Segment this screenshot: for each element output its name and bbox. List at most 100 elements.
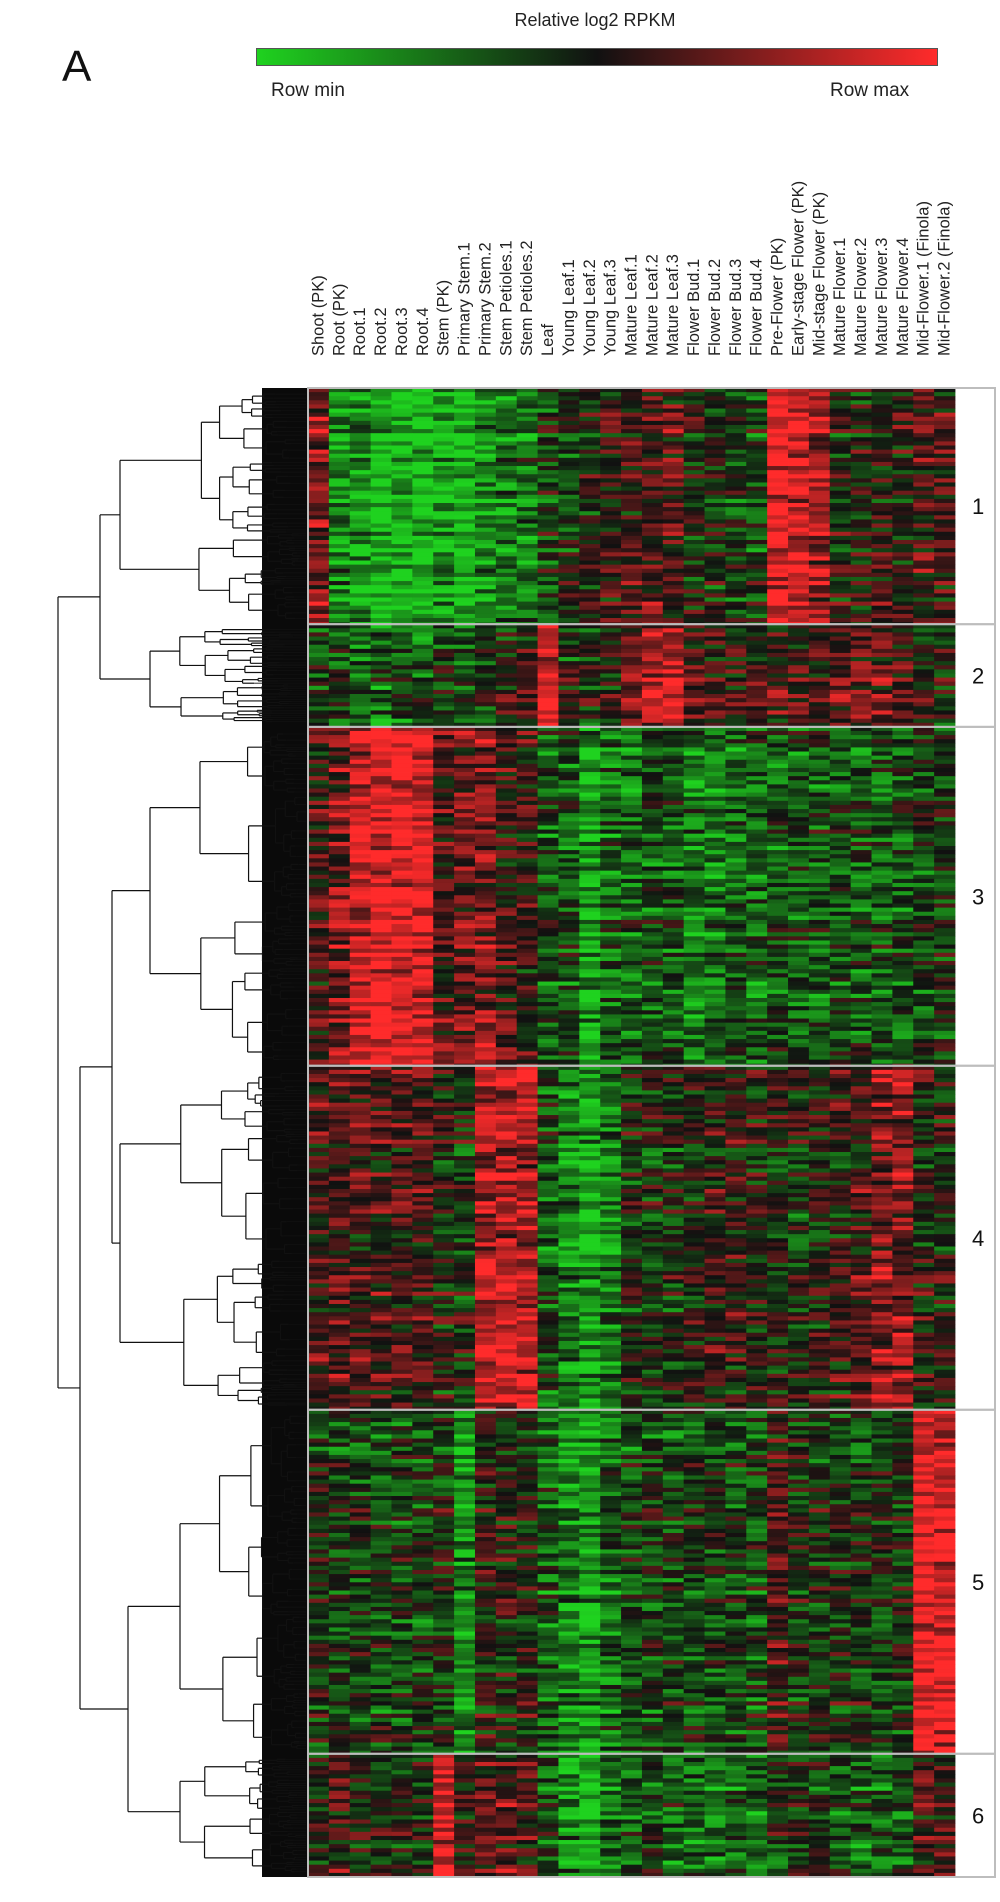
heatmap-cell xyxy=(537,404,559,409)
heatmap-cell xyxy=(328,470,351,475)
heatmap-cell xyxy=(808,677,831,683)
heatmap-cell xyxy=(871,560,893,566)
heatmap-cell xyxy=(370,576,392,582)
heatmap-cell xyxy=(892,511,914,516)
heatmap-cell xyxy=(641,445,664,451)
heatmap-cell xyxy=(704,628,726,633)
heatmap-cell xyxy=(871,498,893,504)
heatmap-cell xyxy=(308,449,330,455)
heatmap-cell xyxy=(433,609,455,615)
heatmap-cell xyxy=(579,796,601,802)
heatmap-cell xyxy=(391,800,413,806)
heatmap-cell xyxy=(579,681,601,687)
heatmap-cell xyxy=(641,404,664,409)
heatmap-cell xyxy=(621,433,643,438)
heatmap-cell xyxy=(641,560,664,566)
heatmap-cell xyxy=(725,589,747,594)
heatmap-cell xyxy=(558,784,580,789)
heatmap-cell xyxy=(641,453,664,459)
heatmap-cell xyxy=(433,576,455,582)
heatmap-cell xyxy=(662,429,685,434)
heatmap-cell xyxy=(412,433,434,438)
heatmap-cell xyxy=(746,809,768,814)
heatmap-cell xyxy=(704,694,726,699)
heatmap-cell xyxy=(412,825,434,830)
heatmap-cell xyxy=(370,494,392,500)
heatmap-cell xyxy=(537,767,559,773)
heatmap-cell xyxy=(892,710,914,715)
heatmap-cell xyxy=(433,850,455,855)
heatmap-cell xyxy=(516,416,538,422)
heatmap-cell xyxy=(391,461,413,467)
heatmap-cell xyxy=(850,552,872,557)
heatmap-cell xyxy=(516,685,538,691)
heatmap-cell xyxy=(558,669,580,674)
heatmap-cell xyxy=(808,858,831,863)
heatmap-cell xyxy=(558,673,580,678)
heatmap-cell xyxy=(454,568,476,574)
heatmap-cell xyxy=(808,829,831,835)
heatmap-cell xyxy=(558,829,580,835)
heatmap-cell xyxy=(516,821,538,826)
heatmap-cell xyxy=(600,718,622,724)
heatmap-cell xyxy=(788,833,810,839)
heatmap-cell xyxy=(913,829,935,835)
heatmap-cell xyxy=(746,593,768,598)
heatmap-cell xyxy=(913,776,935,781)
heatmap-cell xyxy=(808,644,831,650)
heatmap-cell xyxy=(662,503,685,508)
heatmap-cell xyxy=(767,527,789,533)
heatmap-cell xyxy=(850,772,872,777)
heatmap-cell xyxy=(495,739,518,744)
heatmap-cell xyxy=(412,539,434,545)
heatmap-cell xyxy=(621,743,643,748)
heatmap-cell xyxy=(558,560,580,566)
heatmap-cell xyxy=(871,420,893,426)
heatmap-cell xyxy=(808,759,831,765)
heatmap-cell xyxy=(725,601,747,607)
heatmap-cell xyxy=(746,648,768,654)
heatmap-cell xyxy=(829,585,852,590)
heatmap-cell xyxy=(600,453,622,459)
heatmap-cell xyxy=(829,800,852,806)
heatmap-cell xyxy=(871,441,893,446)
heatmap-cell xyxy=(934,809,956,814)
heatmap-cell xyxy=(683,673,705,678)
heatmap-cell xyxy=(454,681,476,687)
heatmap-cell xyxy=(579,657,601,662)
heatmap-cell xyxy=(871,772,893,777)
heatmap-cell xyxy=(850,722,872,728)
heatmap-cell xyxy=(516,429,538,434)
heatmap-cell xyxy=(871,523,893,529)
heatmap-cell xyxy=(746,854,768,859)
heatmap-cell xyxy=(454,854,476,859)
heatmap-cell xyxy=(934,850,956,855)
heatmap-cell xyxy=(349,685,372,691)
heatmap-cell xyxy=(600,515,622,520)
heatmap-cell xyxy=(328,490,351,496)
heatmap-cell xyxy=(621,519,643,524)
heatmap-cell xyxy=(558,702,580,707)
heatmap-cell xyxy=(516,763,538,769)
heatmap-cell xyxy=(454,572,476,578)
heatmap-cell xyxy=(621,556,643,561)
heatmap-cell xyxy=(788,527,810,533)
heatmap-cell xyxy=(391,669,413,674)
heatmap-cell xyxy=(683,503,705,508)
heatmap-cell xyxy=(433,661,455,666)
heatmap-cell xyxy=(725,825,747,830)
heatmap-cell xyxy=(412,730,434,736)
heatmap-cell xyxy=(892,759,914,765)
heatmap-cell xyxy=(746,850,768,855)
heatmap-cell xyxy=(328,416,351,422)
heatmap-cell xyxy=(454,759,476,765)
heatmap-cell xyxy=(537,862,559,867)
heatmap-cell xyxy=(746,792,768,798)
heatmap-cell xyxy=(433,461,455,467)
heatmap-cell xyxy=(454,813,476,818)
heatmap-cell xyxy=(746,474,768,479)
heatmap-cell xyxy=(808,609,831,615)
heatmap-cell xyxy=(683,784,705,789)
heatmap-cell xyxy=(767,433,789,438)
heatmap-cell xyxy=(725,673,747,678)
